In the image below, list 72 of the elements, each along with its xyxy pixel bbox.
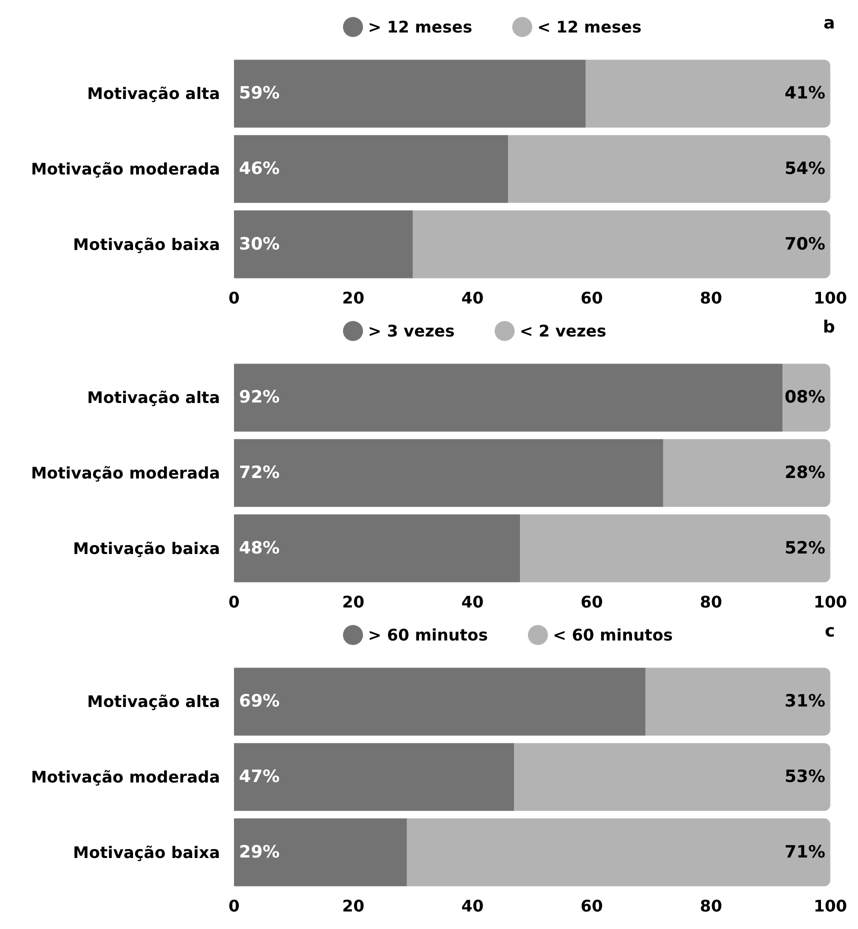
data-label: 48% <box>239 538 280 558</box>
chart-title: a <box>824 14 836 34</box>
x-tick-label: 60 <box>580 592 603 612</box>
y-tick-label: Motivação moderada <box>30 160 220 178</box>
data-label: 69% <box>239 692 280 712</box>
x-tick-label: 100 <box>814 288 848 308</box>
data-label: 59% <box>239 84 280 104</box>
bar <box>508 135 830 203</box>
bar <box>234 60 586 128</box>
bar <box>514 743 830 811</box>
data-label: 47% <box>239 767 280 787</box>
data-label: 28% <box>784 463 826 483</box>
bar <box>234 668 646 736</box>
data-label: 71% <box>784 842 826 862</box>
data-label: 53% <box>784 767 826 787</box>
x-tick-label: 60 <box>580 288 603 308</box>
x-tick-label: 20 <box>342 592 364 612</box>
chart-title: c <box>824 622 835 642</box>
y-tick-label: Motivação alta <box>87 84 220 104</box>
data-label: 41% <box>784 84 826 104</box>
x-tick-label: 20 <box>342 288 364 308</box>
bar <box>234 818 407 886</box>
bar <box>782 364 830 432</box>
y-tick-label: Motivação baixa <box>73 538 220 558</box>
x-tick-label: 0 <box>228 896 240 916</box>
bar <box>234 743 514 811</box>
bar <box>663 439 830 507</box>
data-label: 70% <box>784 234 826 254</box>
bar <box>645 668 830 736</box>
y-tick-label: Motivação alta <box>87 692 220 712</box>
legend-label: < 2 vezes <box>520 322 606 340</box>
legend-label: < 12 meses <box>537 18 642 36</box>
y-tick-label: Motivação baixa <box>73 842 220 862</box>
x-tick-label: 40 <box>461 896 484 916</box>
legend-label: < 60 minutos <box>552 626 673 644</box>
y-tick-label: Motivação moderada <box>30 768 220 786</box>
bar <box>406 818 830 886</box>
data-label: 29% <box>239 842 280 862</box>
y-tick-label: Motivação alta <box>87 388 220 408</box>
legend-label: > 3 vezes <box>368 322 455 340</box>
data-label: 52% <box>784 538 826 558</box>
x-tick-label: 80 <box>700 288 722 308</box>
x-tick-label: 20 <box>342 896 364 916</box>
x-tick-label: 0 <box>228 288 240 308</box>
y-tick-label: Motivação moderada <box>30 464 220 482</box>
bar <box>234 135 508 203</box>
data-label: 54% <box>784 159 826 179</box>
x-tick-label: 0 <box>228 592 240 612</box>
data-label: 72% <box>239 463 280 483</box>
x-tick-label: 100 <box>814 592 848 612</box>
bar <box>412 210 830 278</box>
data-label: 92% <box>239 388 280 408</box>
x-tick-label: 60 <box>580 896 603 916</box>
bar <box>234 210 413 278</box>
legend-label: > 60 minutos <box>368 626 488 644</box>
bar <box>520 514 830 582</box>
y-tick-label: Motivação baixa <box>73 234 220 254</box>
data-label: 46% <box>239 159 280 179</box>
data-label: 31% <box>784 692 826 712</box>
x-tick-label: 40 <box>461 592 484 612</box>
bar <box>234 439 664 507</box>
chart-title: b <box>822 318 836 338</box>
x-tick-label: 40 <box>461 288 484 308</box>
bar <box>586 60 830 128</box>
data-label: 30% <box>239 234 280 254</box>
x-tick-label: 80 <box>700 592 722 612</box>
x-tick-label: 80 <box>700 896 722 916</box>
x-tick-label: 100 <box>814 896 848 916</box>
bar <box>234 514 520 582</box>
data-label: 08% <box>784 388 826 408</box>
legend-label: > 12 meses <box>368 18 472 36</box>
bar <box>234 364 783 432</box>
